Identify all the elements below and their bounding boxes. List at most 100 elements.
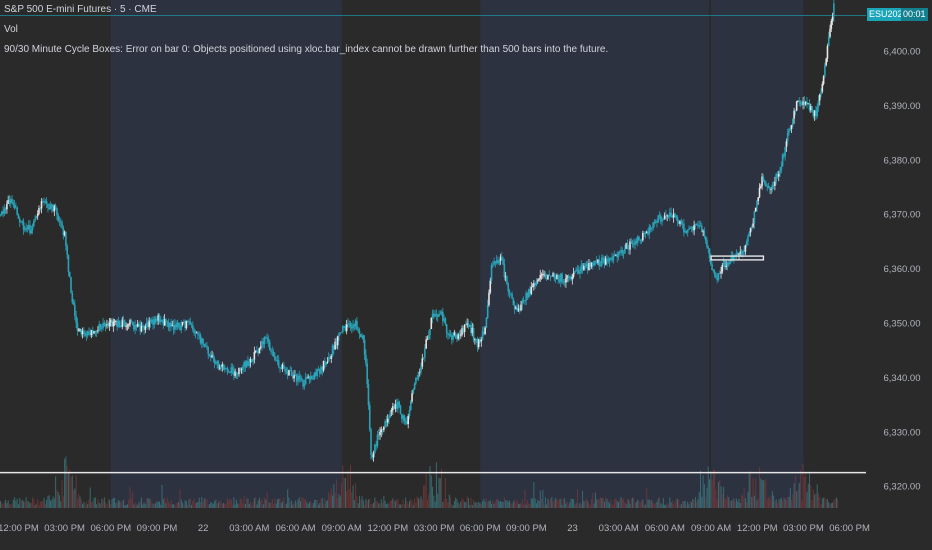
candle-body	[713, 271, 716, 275]
volume-bar	[34, 504, 36, 508]
candle-body	[0, 211, 3, 215]
candle-body	[253, 352, 256, 360]
candle-body	[216, 361, 218, 364]
candle-body	[759, 186, 762, 188]
candle-body	[203, 344, 206, 346]
candle-body	[768, 188, 771, 190]
volume-bar	[724, 497, 726, 508]
volume-legend[interactable]: Vol	[4, 24, 18, 35]
candle-body	[694, 224, 697, 226]
candle-body	[529, 289, 531, 294]
candle-body	[681, 223, 684, 225]
candle-body	[229, 371, 231, 373]
volume-bar	[632, 497, 634, 508]
volume-bar	[26, 501, 28, 508]
candle-body	[601, 257, 603, 266]
volume-bar	[605, 497, 607, 508]
volume-bar	[366, 500, 368, 508]
volume-bar	[275, 503, 277, 508]
volume-bar	[810, 484, 812, 508]
volume-bar	[248, 504, 250, 508]
indicator-error-legend[interactable]: 90/30 Minute Cycle Boxes: Error on bar 0…	[4, 44, 609, 55]
candle-body	[429, 328, 431, 336]
candle-body	[324, 360, 326, 365]
volume-bar	[235, 499, 237, 508]
volume-bar	[269, 502, 271, 508]
volume-bar	[837, 499, 839, 508]
candle-body	[70, 277, 72, 294]
volume-bar	[817, 493, 819, 508]
volume-bar	[44, 503, 46, 508]
candle-body	[235, 371, 238, 374]
candle-body	[661, 219, 663, 222]
volume-bar	[452, 504, 454, 508]
candle-body	[434, 314, 436, 317]
candle-body	[451, 336, 453, 340]
y-tick-label: 6,390.00	[884, 101, 921, 112]
volume-bar	[552, 501, 554, 508]
x-tick-label: 06:00 PM	[90, 523, 131, 534]
candle-body	[330, 356, 333, 359]
volume-bar	[820, 504, 822, 508]
candle-body	[445, 324, 448, 334]
candle-body	[665, 215, 667, 217]
candle-body	[58, 220, 61, 222]
candle-body	[571, 276, 574, 280]
candle-body	[36, 213, 39, 217]
candle-body	[627, 248, 630, 250]
candle-body	[442, 311, 444, 321]
candle-body	[636, 236, 639, 243]
candle-body	[79, 329, 81, 330]
volume-bar	[343, 477, 345, 508]
volume-bar	[174, 504, 176, 508]
candle-body	[689, 227, 692, 229]
volume-bar	[701, 496, 703, 508]
volume-bar	[96, 504, 98, 508]
volume-bar	[335, 479, 337, 508]
volume-bar	[6, 503, 8, 508]
candle-body	[44, 201, 47, 202]
volume-bar	[651, 500, 653, 508]
volume-bar	[338, 494, 340, 508]
volume-bar	[434, 501, 436, 508]
volume-bar	[573, 499, 575, 508]
volume-bar	[212, 503, 214, 508]
volume-bar	[161, 484, 163, 508]
candle-body	[522, 300, 525, 302]
candle-body	[597, 259, 599, 263]
volume-bar	[264, 497, 266, 508]
volume-bar	[314, 499, 316, 508]
volume-bar	[430, 475, 432, 508]
candle-body	[239, 368, 242, 370]
volume-bar	[334, 492, 336, 508]
candle-body	[127, 324, 130, 326]
volume-bar	[835, 497, 837, 508]
volume-bar	[284, 504, 286, 508]
volume-bar	[347, 470, 349, 508]
volume-bar	[250, 501, 252, 508]
volume-bar	[730, 500, 732, 508]
candle-body	[531, 286, 534, 288]
candle-body	[812, 111, 815, 117]
candle-body	[59, 221, 62, 223]
symbol-legend[interactable]: S&P 500 E-mini Futures · 5 · CME	[4, 4, 157, 15]
volume-bar	[92, 501, 94, 508]
candle-body	[702, 230, 704, 232]
candle-body	[234, 371, 236, 376]
candle-body	[109, 319, 112, 323]
volume-bar	[773, 495, 775, 508]
candle-body	[774, 181, 776, 186]
candle-body	[516, 307, 518, 311]
candle-body	[688, 228, 690, 231]
volume-bar	[448, 494, 450, 508]
volume-bar	[112, 498, 114, 508]
candle-body	[326, 361, 329, 363]
volume-bar	[261, 498, 263, 508]
candle-body	[761, 176, 763, 187]
volume-bar	[167, 501, 169, 508]
candle-body	[670, 212, 672, 217]
volume-bar	[496, 498, 498, 508]
volume-bar	[405, 497, 407, 508]
candle-body	[159, 319, 162, 322]
